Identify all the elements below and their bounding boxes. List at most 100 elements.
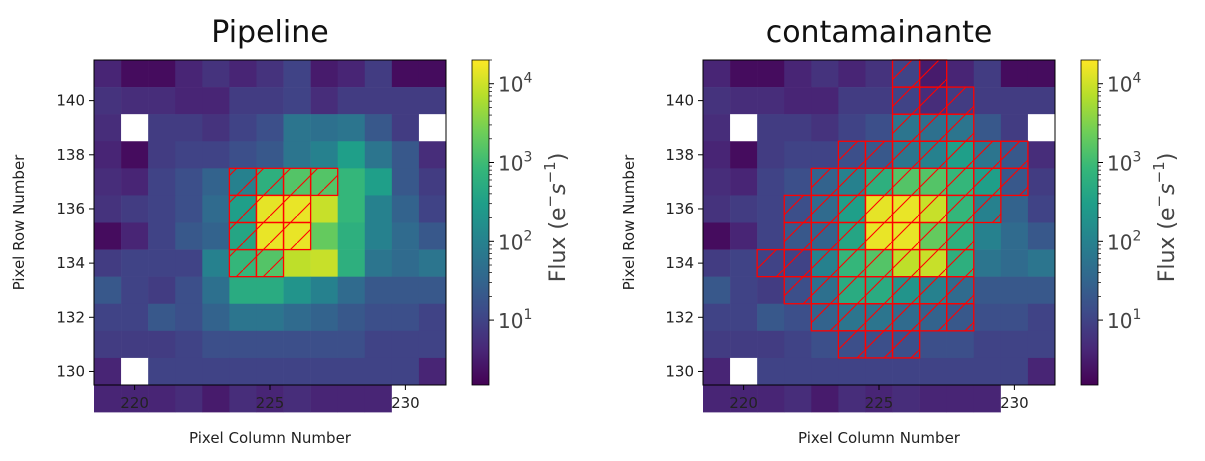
y-tick-label: 136 [665,200,694,218]
heatmap-cell [784,357,812,386]
colorbar-tick-label: 104 [1107,71,1141,97]
mask-pixel [783,248,812,278]
heatmap-cell [337,303,366,332]
heatmap-cell [310,87,338,115]
heatmap-cell [229,87,257,115]
mask-pixel [973,167,1002,197]
heatmap-cell [730,276,758,305]
mask-pixel [810,167,840,197]
heatmap-cell [919,385,947,413]
mask-pixel [1000,140,1029,169]
mask-pixel [255,167,285,197]
heatmap-cell [919,330,947,359]
heatmap-cell [892,385,920,413]
heatmap-cell [1027,141,1056,169]
heatmap-cell [946,357,975,386]
heatmap-cell [337,330,366,359]
mask-pixel [946,140,975,169]
heatmap-cell [148,222,176,250]
colorbar: 101 102 103 104 Flux (e−s−1) [471,59,571,386]
colorbar-tick-label: 104 [498,71,532,97]
heatmap-cell [784,168,812,196]
heatmap-cell [1027,385,1056,413]
heatmap-cell [202,276,230,305]
heatmap-cell [175,168,203,196]
mask-pixel [946,248,975,278]
heatmap-cell [1027,357,1056,386]
mask-pixel [891,330,921,359]
heatmap-cell [310,330,338,359]
x-tick-label: 220 [729,394,758,412]
heatmap-cell [175,303,203,332]
heatmap-cell [784,385,812,413]
heatmap-cell [703,330,731,359]
heatmap-cell [175,385,203,413]
heatmap-cell [202,330,230,359]
heatmap-cell [391,357,420,386]
mask-pixel [837,167,867,197]
heatmap-cell [418,114,447,142]
mask-pixel [891,113,921,142]
chart-panel-2: contamainante 220 225 230 130 132 134 136 138 140… [620,15,1180,447]
heatmap-cell [703,385,731,413]
heatmap-cell [202,168,230,196]
heatmap-cell [202,141,230,169]
heatmap-cell [1000,357,1029,386]
heatmap-cell [973,357,1002,386]
heatmap-cell [757,276,785,305]
heatmap-cell [757,357,785,386]
mask-pixel [282,194,312,224]
heatmap-cell [364,168,393,196]
mask-pixel [228,194,258,224]
heatmap-cell [1000,303,1029,332]
heatmap-cell [364,385,393,413]
heatmap-cell [391,87,420,115]
mask-pixel [783,194,812,224]
mask-pixel [864,330,894,359]
heatmap-cell [175,276,203,305]
heatmap-cell [811,60,839,88]
heatmap-cell [730,60,758,88]
heatmap-cell [121,195,149,223]
heatmap-cell [703,87,731,115]
colorbar-label: Flux (e−s−1) [1150,153,1180,283]
heatmap-cell [811,357,839,386]
heatmap-cell [703,303,731,332]
heatmap-cell [310,385,338,413]
heatmap-cell [337,385,366,413]
heatmap-cell [811,141,839,169]
heatmap-cell [364,195,393,223]
heatmap-cell [784,87,812,115]
heatmap-cell [418,303,447,332]
mask-pixel [837,276,867,305]
heatmap-cell [946,330,975,359]
heatmap-cell [121,87,149,115]
heatmap-cell [337,222,366,250]
heatmap-cell [757,114,785,142]
heatmap-cell [364,330,393,359]
heatmap-cell [94,303,122,332]
heatmap-cell [175,222,203,250]
y-tick-label: 140 [56,92,85,110]
y-tick-label: 130 [56,362,85,380]
mask-pixel [255,221,285,251]
heatmap-cell [202,357,230,386]
heatmap-cell [973,276,1002,305]
y-tick-label: 134 [665,254,694,272]
heatmap-cell [730,330,758,359]
heatmap-cell [757,330,785,359]
heatmap-cell [256,114,284,142]
heatmap-cell [784,141,812,169]
colorbar-tick-label: 101 [1107,307,1141,333]
heatmap-cell [94,357,122,386]
heatmap-cell [730,195,758,223]
mask-pixel [946,303,975,332]
heatmap-cell [310,357,338,386]
heatmap-cell [730,168,758,196]
mask-pixel [918,167,948,197]
heatmap-cell [391,60,420,88]
heatmap-cell [283,60,311,88]
heatmap-cell [121,276,149,305]
heatmap-cell [973,60,1002,88]
colorbar: 101 102 103 104 Flux (e−s−1) [1080,59,1180,386]
